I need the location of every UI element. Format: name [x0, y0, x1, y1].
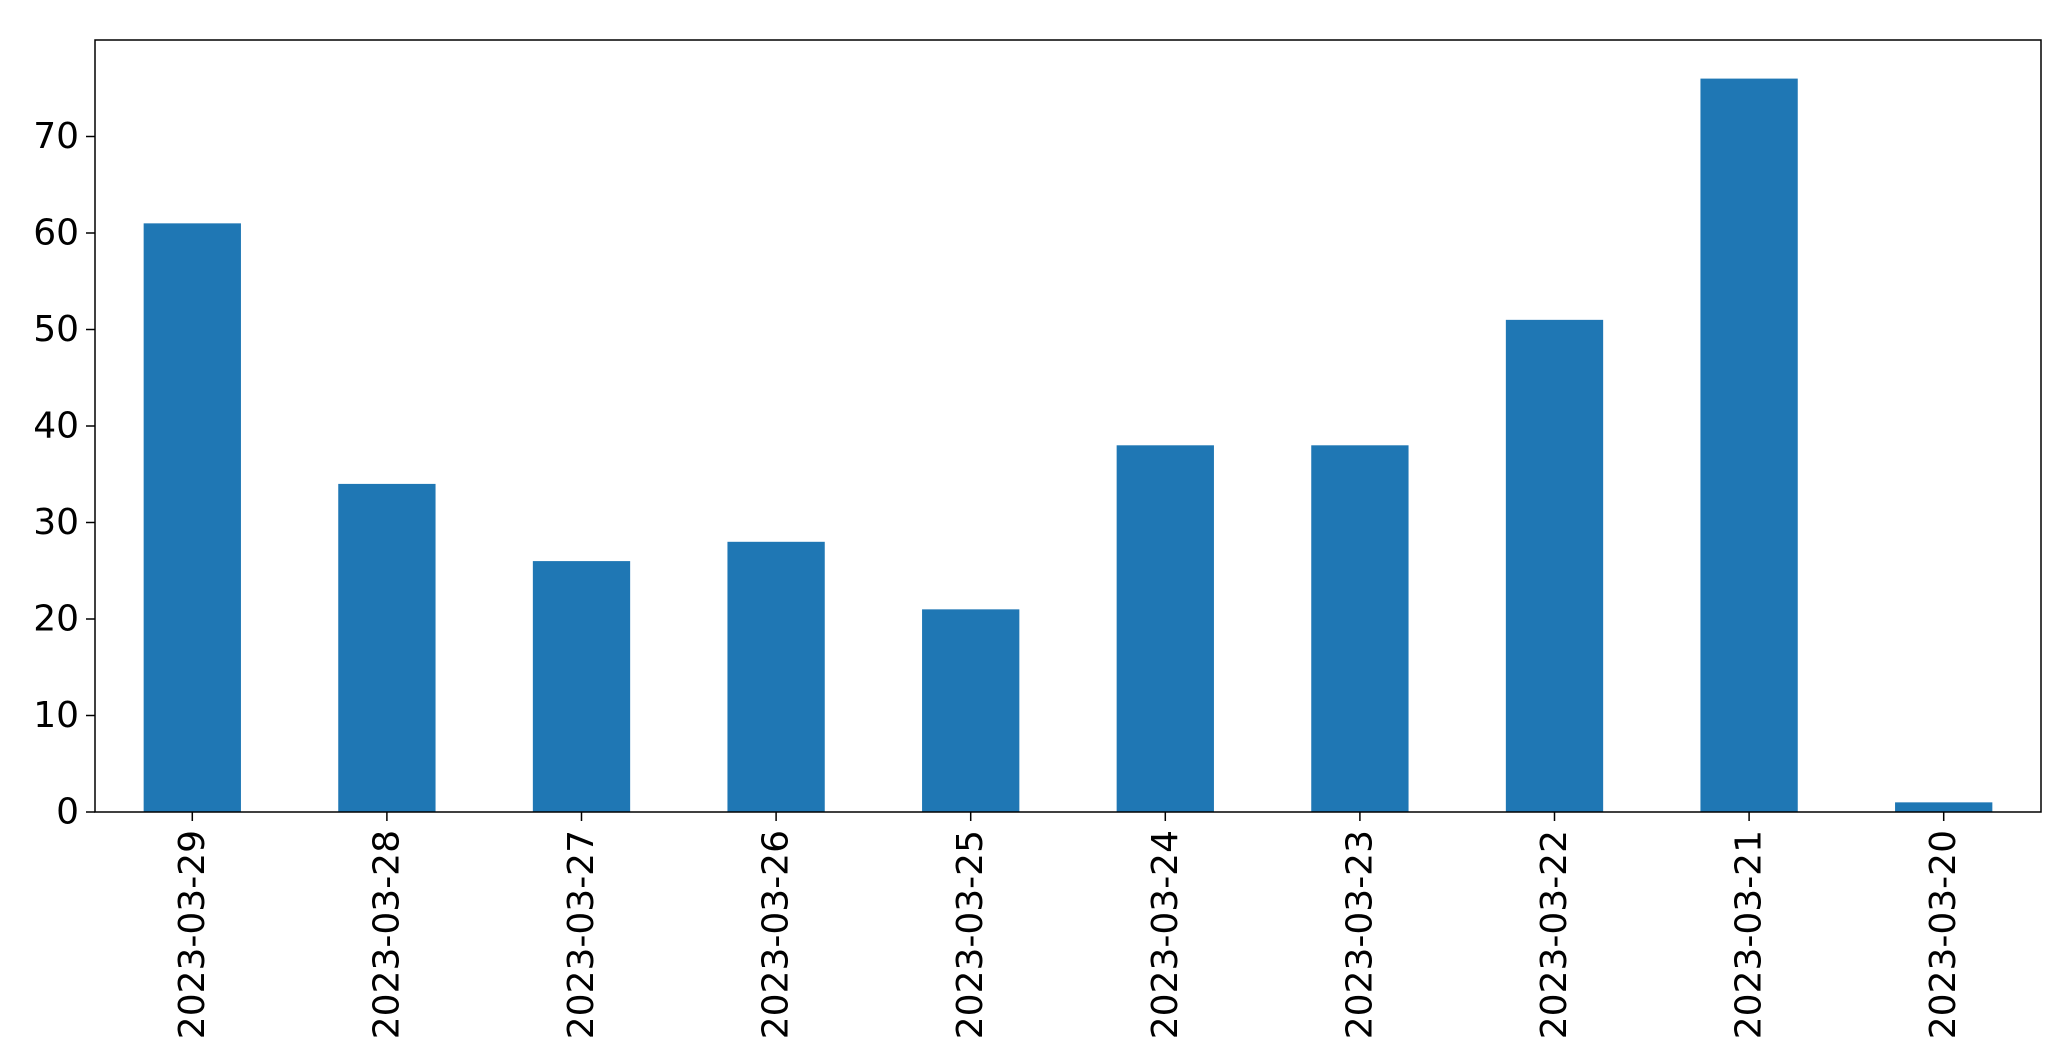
- x-tick-label: 2023-03-22: [1534, 830, 1575, 1039]
- y-tick-label: 10: [33, 695, 79, 736]
- bar: [532, 561, 631, 812]
- bar: [1116, 445, 1214, 812]
- y-axis: 0 10 20 30 40 50 60 70: [33, 116, 95, 833]
- y-tick-label: 30: [33, 502, 79, 543]
- x-tick-label: 2023-03-25: [950, 830, 991, 1039]
- bar: [143, 223, 241, 813]
- x-axis: 2023-03-29 2023-03-28 2023-03-27 2023-03-26…: [172, 812, 1964, 1039]
- bar: [1700, 78, 1798, 813]
- x-tick-label: 2023-03-20: [1923, 830, 1964, 1039]
- x-tick-label: 2023-03-24: [1145, 830, 1186, 1039]
- bar: [727, 541, 825, 812]
- y-tick-label: 50: [33, 309, 79, 350]
- bar: [338, 483, 436, 812]
- x-tick-label: 2023-03-28: [366, 830, 407, 1039]
- y-tick-label: 60: [33, 213, 79, 254]
- bar: [1311, 445, 1409, 812]
- plot-frame: [94, 39, 2042, 813]
- bar: [922, 609, 1020, 812]
- y-tick-label: 0: [56, 792, 79, 833]
- x-tick-label: 2023-03-27: [561, 830, 602, 1039]
- y-tick-label: 20: [33, 599, 79, 640]
- bars-layer: [143, 78, 1993, 813]
- x-tick-label: 2023-03-23: [1339, 830, 1380, 1039]
- y-tick-label: 70: [33, 116, 79, 157]
- bar: [1505, 319, 1604, 812]
- x-tick-label: 2023-03-26: [756, 830, 797, 1039]
- x-tick-label: 2023-03-29: [172, 830, 213, 1039]
- bar: [1895, 802, 1993, 812]
- x-tick-label: 2023-03-21: [1729, 830, 1770, 1039]
- y-tick-label: 40: [33, 406, 79, 447]
